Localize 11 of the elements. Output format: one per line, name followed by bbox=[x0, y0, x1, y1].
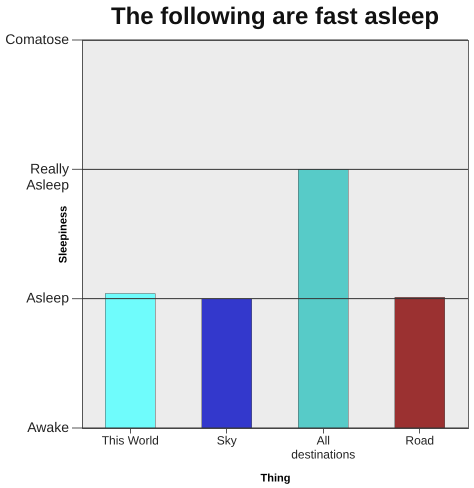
x-tick-label: This World bbox=[102, 434, 159, 448]
x-tick-label: All destinations bbox=[291, 434, 356, 462]
chart-title: The following are fast asleep bbox=[110, 3, 440, 30]
ref-line-label: Comatose bbox=[5, 31, 70, 47]
x-tick-label: Sky bbox=[216, 434, 237, 448]
ref-line-label: Asleep bbox=[26, 290, 70, 306]
ref-line-label: Really Asleep bbox=[26, 160, 70, 192]
ref-line-label: Awake bbox=[27, 419, 70, 435]
y-axis-title: Sleepiness bbox=[58, 206, 70, 264]
x-tick-label: Road bbox=[405, 434, 434, 448]
x-axis-title: Thing bbox=[260, 472, 290, 484]
